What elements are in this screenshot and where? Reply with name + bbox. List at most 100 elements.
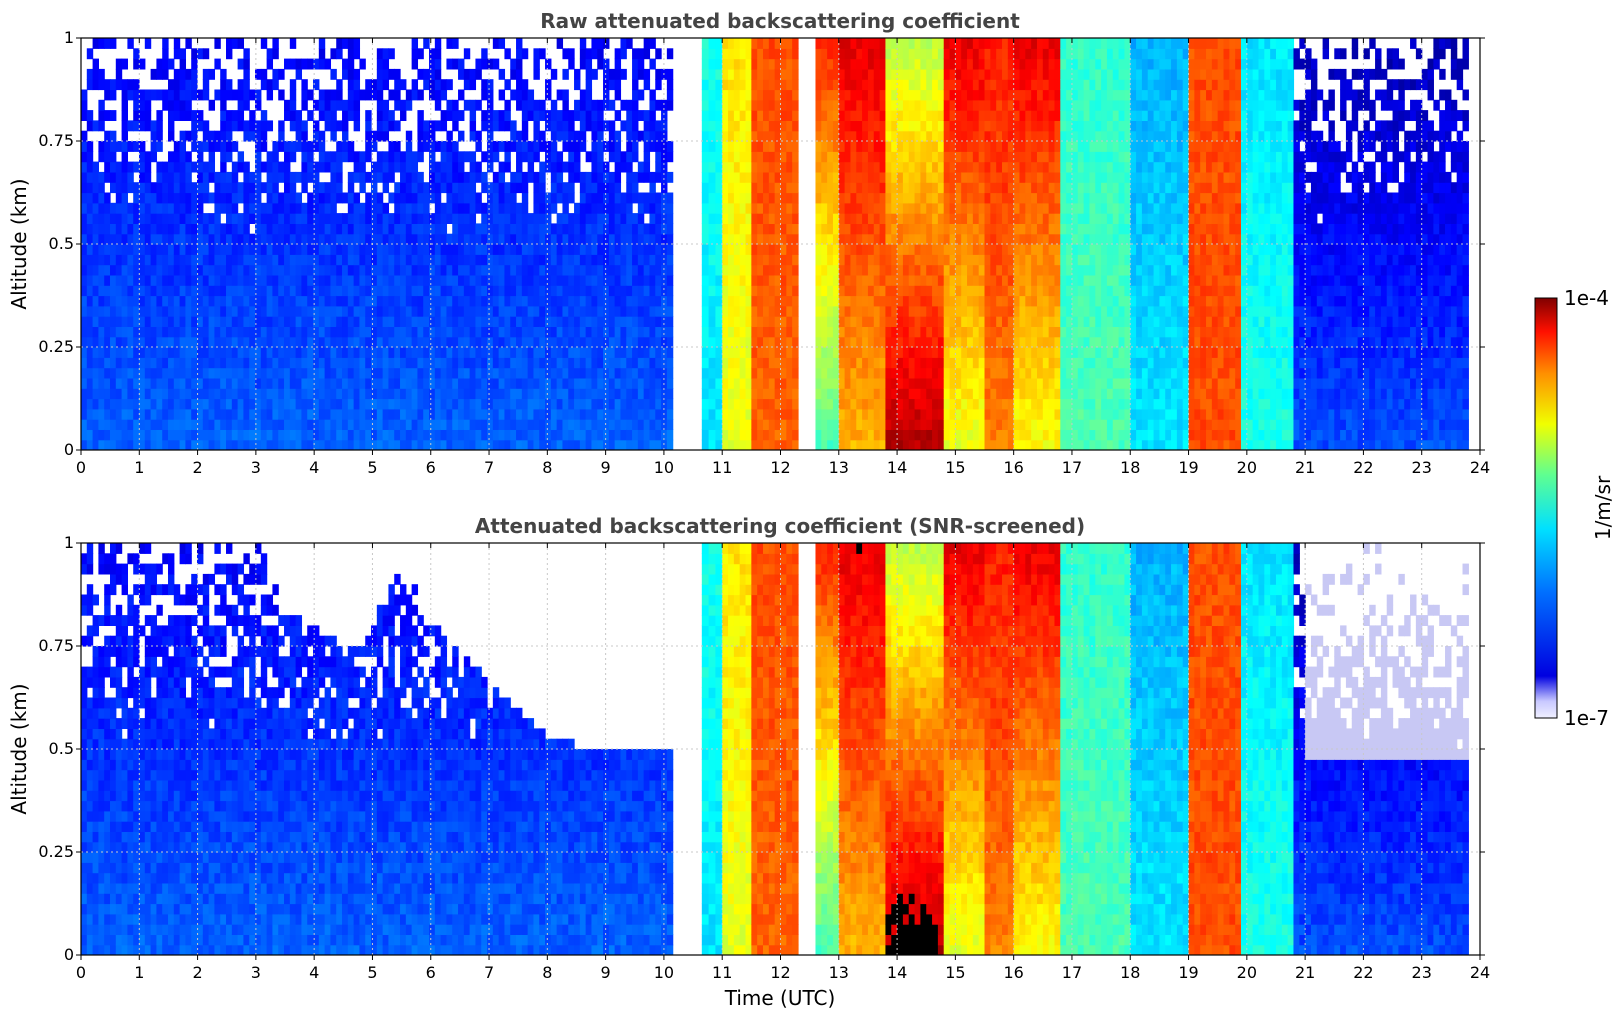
heatmap-cell <box>562 429 569 441</box>
heatmap-cell <box>226 357 233 369</box>
heatmap-cell <box>492 316 500 327</box>
heatmap-cell <box>620 151 627 163</box>
heatmap-cell <box>156 171 163 183</box>
heatmap-cell <box>832 347 840 358</box>
heatmap-cell <box>504 419 511 430</box>
heatmap-cell <box>926 316 933 327</box>
heatmap-cell <box>926 274 933 286</box>
heatmap-cell <box>487 110 494 121</box>
heatmap-cell <box>591 151 598 163</box>
heatmap-cell <box>614 89 622 101</box>
heatmap-cell <box>318 408 326 420</box>
heatmap-cell <box>266 429 274 441</box>
heatmap-cell <box>891 48 898 60</box>
heatmap-cell <box>336 367 343 379</box>
heatmap-cell <box>527 305 535 317</box>
heatmap-cell <box>879 274 887 286</box>
heatmap-cell <box>278 429 285 441</box>
heatmap-cell <box>715 388 723 400</box>
heatmap-cell <box>844 316 852 327</box>
heatmap-cell <box>757 89 764 101</box>
heatmap-cell <box>475 336 482 348</box>
heatmap-cell <box>733 89 741 101</box>
heatmap-cell <box>844 192 852 204</box>
heatmap-cell <box>885 223 892 235</box>
heatmap-cell <box>144 254 152 266</box>
heatmap-cell <box>237 388 245 400</box>
heatmap-cell <box>179 398 187 410</box>
heatmap-cell <box>920 89 927 101</box>
heatmap-cell <box>879 347 887 358</box>
heatmap-cell <box>452 161 459 173</box>
heatmap-cell <box>492 408 500 420</box>
heatmap-cell <box>133 377 140 389</box>
heatmap-cell <box>655 347 662 358</box>
heatmap-cell <box>539 357 546 369</box>
heatmap-cell <box>313 254 320 266</box>
heatmap-cell <box>463 408 471 420</box>
heatmap-cell <box>173 202 181 214</box>
heatmap-cell <box>179 182 187 194</box>
heatmap-cell <box>856 120 863 132</box>
heatmap-cell <box>400 408 407 420</box>
heatmap-cell <box>715 223 723 235</box>
heatmap-cell <box>144 377 152 389</box>
heatmap-cell <box>440 171 448 183</box>
heatmap-cell <box>214 285 221 297</box>
heatmap-cell <box>643 151 651 163</box>
heatmap-cell <box>487 223 494 235</box>
heatmap-cell <box>832 367 840 379</box>
heatmap-cell <box>324 213 332 224</box>
heatmap-cell <box>856 264 863 276</box>
heatmap-cell <box>318 274 326 286</box>
heatmap-cell <box>908 295 916 307</box>
heatmap-cell <box>86 367 94 379</box>
heatmap-cell <box>266 347 274 358</box>
heatmap-cell <box>655 233 662 245</box>
heatmap-cell <box>417 202 424 214</box>
heatmap-cell <box>440 398 448 410</box>
heatmap-cell <box>597 264 604 276</box>
heatmap-cell <box>446 439 453 450</box>
heatmap-cell <box>897 213 904 224</box>
heatmap-cell <box>202 347 210 358</box>
heatmap-cell <box>926 295 933 307</box>
heatmap-cell <box>429 264 436 276</box>
heatmap-cell <box>231 316 239 327</box>
heatmap-cell <box>185 305 192 317</box>
heatmap-cell <box>104 285 111 297</box>
heatmap-cell <box>733 223 741 235</box>
heatmap-cell <box>318 213 326 224</box>
heatmap-cell <box>168 151 175 163</box>
heatmap-cell <box>591 326 598 338</box>
heatmap-cell <box>243 223 250 235</box>
heatmap-cell <box>527 326 535 338</box>
heatmap-cell <box>556 161 564 173</box>
heatmap-cell <box>862 305 869 317</box>
heatmap-cell <box>318 357 326 369</box>
heatmap-cell <box>434 377 442 389</box>
heatmap-cell <box>249 192 256 204</box>
heatmap-cell <box>382 274 390 286</box>
heatmap-cell <box>774 254 782 266</box>
heatmap-cell <box>715 429 723 441</box>
heatmap-cell <box>104 171 111 183</box>
heatmap-cell <box>469 68 477 80</box>
heatmap-cell <box>745 151 752 163</box>
heatmap-cell <box>768 192 776 204</box>
heatmap-cell <box>792 223 799 235</box>
heatmap-cell <box>739 151 747 163</box>
heatmap-cell <box>838 233 846 245</box>
heatmap-cell <box>394 285 401 297</box>
heatmap-cell <box>733 336 741 348</box>
heatmap-cell <box>469 244 477 255</box>
heatmap-cell <box>301 429 308 441</box>
heatmap-cell <box>498 336 506 348</box>
heatmap-cell <box>527 377 535 389</box>
heatmap-cell <box>786 439 793 450</box>
heatmap-cell <box>591 388 598 400</box>
heatmap-cell <box>504 99 511 111</box>
heatmap-cell <box>133 357 140 369</box>
heatmap-cell <box>249 419 256 430</box>
heatmap-cell <box>579 202 587 214</box>
